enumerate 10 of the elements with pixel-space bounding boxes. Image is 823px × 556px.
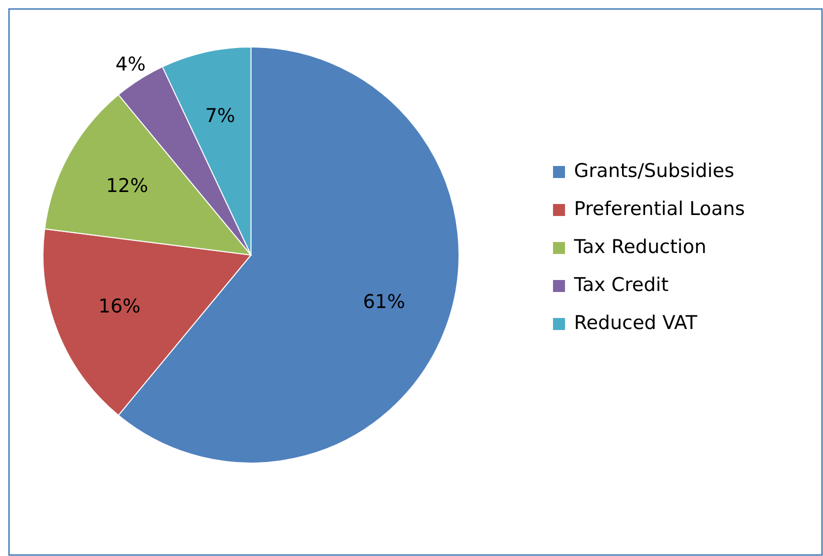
data-label: 61%: [362, 291, 406, 314]
data-label: 4%: [116, 54, 146, 76]
legend-label: Tax Credit: [573, 274, 669, 296]
legend-label: Preferential Loans: [574, 198, 745, 220]
data-label: 12%: [106, 175, 148, 198]
legend-label: Reduced VAT: [574, 312, 698, 334]
data-label: 16%: [98, 295, 141, 318]
data-label: 7%: [205, 105, 236, 128]
legend-label: Tax Reduction: [573, 236, 706, 258]
legend-label: Grants/Subsidies: [574, 160, 734, 182]
